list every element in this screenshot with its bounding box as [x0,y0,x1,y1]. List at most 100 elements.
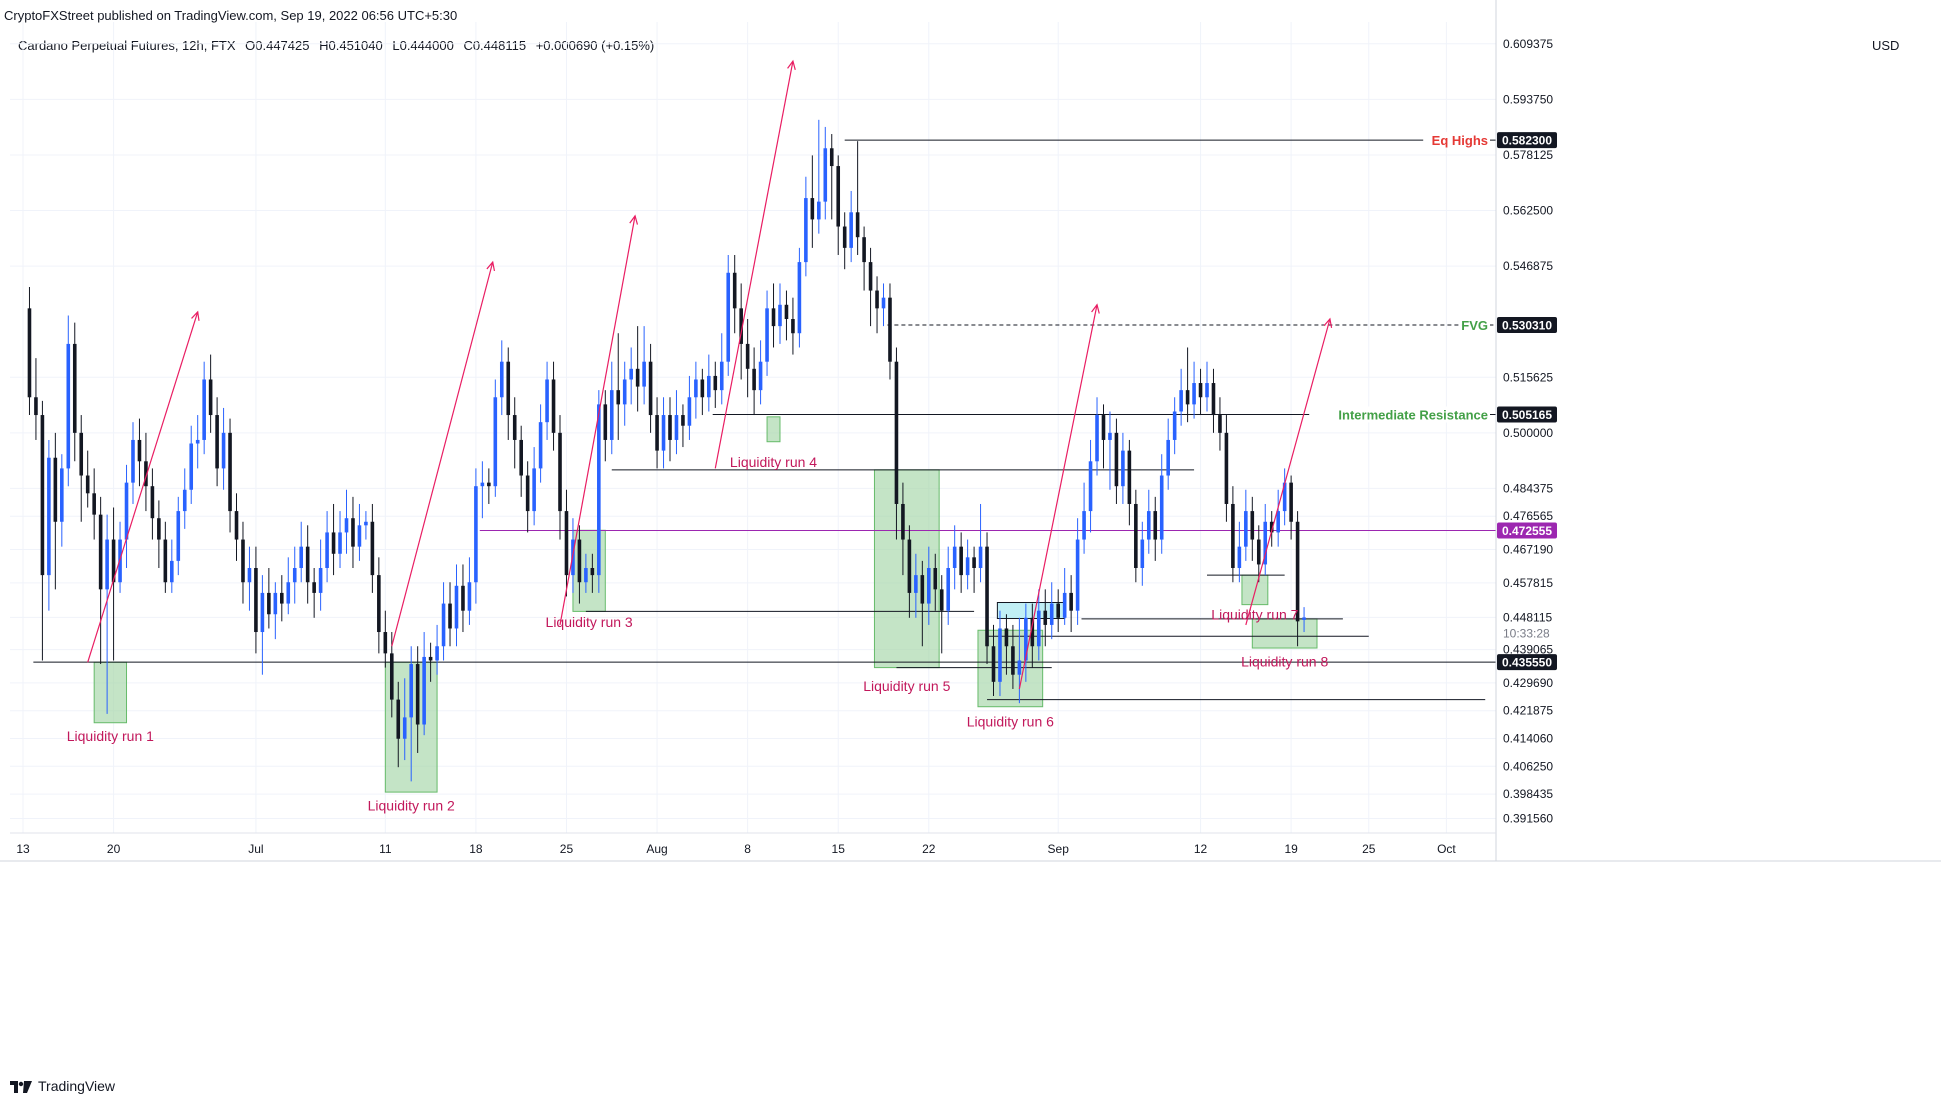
liquidity-run-label-4: Liquidity run 4 [730,454,817,470]
time-tick-label: Oct [1437,842,1456,856]
price-tick-label: 0.500000 [1503,426,1553,440]
candle-body [551,379,556,433]
candle-body [124,482,129,540]
time-axis[interactable]: 13 20 Jul 11 18 25 Aug 8 15 22 Sep 12 19 25 Oct [0,832,1941,862]
candle-body [914,575,918,593]
candle-body [584,568,588,583]
candle-body [823,148,828,202]
candle-body [1146,511,1151,540]
candle-body [137,439,142,462]
candle-body [920,575,925,604]
candle-body [868,262,873,291]
projection-arrows [87,59,1333,690]
candle-body [247,568,252,583]
time-tick-label: 22 [922,842,936,856]
candle-body [635,368,640,387]
candle-body [27,308,32,398]
candle-body [34,397,38,416]
candle-body [1049,603,1054,625]
liquidity-run-label-3: Liquidity run 3 [546,614,633,630]
liquidity-zone-4 [766,416,781,443]
candle-body [202,379,206,440]
candle-body [1140,539,1145,569]
candle-body [105,539,109,590]
candle-body [881,297,886,309]
price-tag-label: 0.505165 [1502,408,1552,422]
tradingview-brand[interactable]: TradingView [10,1078,115,1094]
candle-body [1043,610,1048,625]
candle-body [862,237,866,263]
candle-body [694,379,698,398]
candle-body [642,361,646,387]
candle-body [170,560,174,583]
candle-body [331,532,336,554]
candle-body [370,521,375,576]
candle-body [461,585,465,611]
level-label-intermediate-resistance: Intermediate Resistance [1338,407,1488,422]
price-tick-label: 0.448115 [1503,610,1552,624]
candle-body [545,379,549,423]
price-tick-label: 0.457815 [1503,576,1553,590]
candle-body [1263,521,1268,565]
candle-body [344,518,349,533]
candle-body [1276,511,1280,533]
liquidity-zones [93,416,1318,793]
time-tick-label: 13 [16,842,30,856]
candle-body [448,603,452,629]
candle-body [901,503,905,540]
candle-body [480,482,485,487]
candle-body [144,461,148,487]
time-tick-label: Jul [248,842,263,856]
candle-body [474,486,478,583]
candle-body [85,475,90,494]
time-tick-label: 25 [1362,842,1376,856]
candle-body [195,439,200,444]
candle-body [707,375,711,398]
ohlc-low: L0.444000 [392,38,454,53]
candle-body [454,585,459,629]
candle-body [959,546,963,576]
candle-body [234,511,239,540]
candle-body [150,486,155,519]
candle-body [1056,603,1060,618]
currency-label: USD [1872,38,1900,53]
candle-body [888,297,892,362]
candle-body [1237,546,1242,569]
candle-body [1159,475,1164,540]
candle-body [771,308,776,327]
candle-body [972,557,976,569]
candle-body [1108,432,1112,440]
candle-body [267,592,271,615]
time-tick-label: Sep [1048,842,1070,856]
price-tick-label: 0.609375 [1503,37,1553,51]
ohlc-close: C0.448115 [463,38,527,53]
candle-body [564,511,569,576]
arrow-head [1091,303,1100,314]
arrow-head [1323,317,1333,328]
candle-body [1269,521,1274,533]
candle-body [1256,539,1261,565]
candle-body [1231,503,1235,569]
candle-body [292,568,297,583]
candle-body [538,422,543,469]
candle-body [1205,383,1209,398]
candle-body [726,272,731,362]
bar-countdown: 10:33:28 [1503,626,1550,640]
candle-body [396,699,401,739]
price-axis[interactable]: 0.609375 0.593750 0.578125 0.562500 0.546875… [1495,0,1557,861]
candle-body [273,592,278,615]
candle-body [254,568,258,633]
candle-body [506,361,511,416]
candle-body [1062,592,1067,618]
time-tick-label: 12 [1194,842,1208,856]
candle-body [299,546,304,569]
candle-body [558,432,562,512]
price-tick-label: 0.429690 [1503,676,1553,690]
candle-body [1224,432,1229,504]
candle-body [842,226,847,248]
candle-body [1250,511,1255,540]
candle-body [422,656,426,725]
candle-body [661,415,666,451]
candle-body [622,379,627,405]
